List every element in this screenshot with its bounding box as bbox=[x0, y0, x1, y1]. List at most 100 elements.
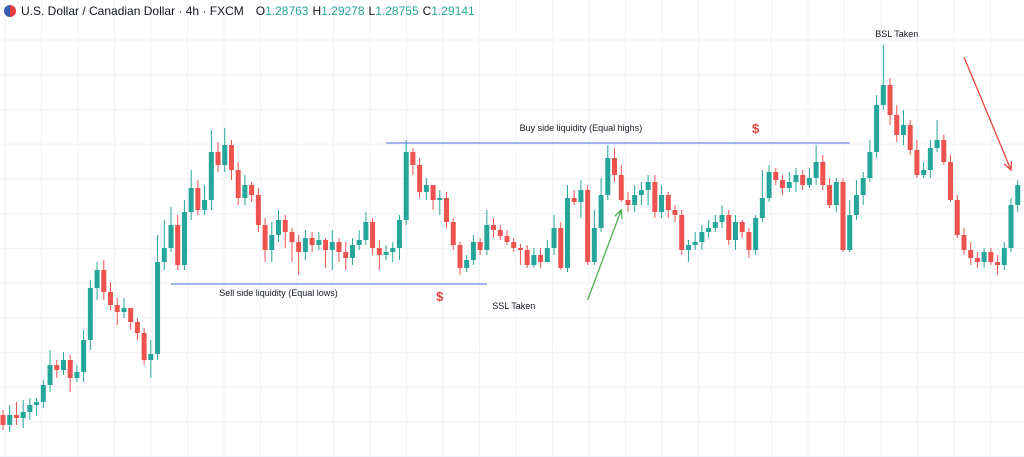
buy-side-liquidity-label: Buy side liquidity (Equal highs) bbox=[520, 123, 643, 133]
candle-body bbox=[645, 182, 651, 190]
candle-body bbox=[585, 190, 591, 262]
candle-body bbox=[551, 228, 557, 248]
open-value: 1.28763 bbox=[265, 4, 309, 18]
candle-body bbox=[612, 158, 618, 175]
candle-body bbox=[618, 175, 624, 200]
candle-body bbox=[652, 182, 658, 212]
candle-body bbox=[249, 185, 255, 195]
symbol-title[interactable]: U.S. Dollar / Canadian Dollar · 4h · FXC… bbox=[21, 4, 244, 18]
candle-body bbox=[988, 252, 994, 262]
candle-body bbox=[531, 255, 537, 265]
candle-body bbox=[511, 242, 517, 248]
candle-body bbox=[887, 85, 893, 115]
candle-body bbox=[672, 210, 678, 215]
candle-body bbox=[188, 188, 194, 212]
candle-body bbox=[598, 195, 604, 228]
candle-body bbox=[813, 162, 819, 178]
candle-body bbox=[726, 215, 732, 240]
candle-body bbox=[934, 140, 940, 148]
candle-body bbox=[40, 385, 46, 402]
candle-body bbox=[659, 195, 665, 212]
candle-body bbox=[544, 248, 550, 262]
candle-body bbox=[121, 308, 127, 312]
candle-body bbox=[538, 255, 544, 262]
candle-body bbox=[323, 240, 329, 250]
candle-body bbox=[148, 354, 154, 360]
candle-body bbox=[262, 225, 268, 250]
candle-body bbox=[806, 178, 812, 185]
candle-body bbox=[638, 190, 644, 195]
candle-body bbox=[719, 215, 725, 222]
candle-body bbox=[847, 215, 853, 250]
candle-body bbox=[880, 85, 886, 105]
candle-body bbox=[101, 270, 107, 292]
candle-body bbox=[47, 365, 53, 385]
candle-body bbox=[827, 185, 833, 205]
candle-body bbox=[81, 340, 87, 372]
candle-body bbox=[309, 238, 315, 245]
candle-body bbox=[874, 105, 880, 152]
candle-body bbox=[484, 225, 490, 250]
candle-body bbox=[981, 252, 987, 262]
candle-body bbox=[282, 220, 288, 232]
candle-body bbox=[242, 185, 248, 198]
candle-body bbox=[336, 242, 342, 252]
candle-body bbox=[786, 182, 792, 188]
candle-body bbox=[161, 248, 167, 262]
candle-body bbox=[195, 188, 201, 210]
candle-body bbox=[74, 372, 80, 378]
candle-body bbox=[302, 238, 308, 252]
green-arrow-icon-head bbox=[614, 208, 623, 220]
candle-body bbox=[632, 195, 638, 205]
candle-body bbox=[464, 260, 470, 268]
candle-body bbox=[800, 175, 806, 185]
candle-body bbox=[497, 230, 503, 236]
candle-body bbox=[927, 148, 933, 170]
candle-body bbox=[349, 245, 355, 258]
candle-body bbox=[222, 145, 228, 165]
candle-body bbox=[558, 228, 564, 268]
bsl-taken-label: BSL Taken bbox=[875, 29, 918, 39]
candle-body bbox=[753, 218, 759, 250]
candle-body bbox=[27, 405, 33, 412]
candle-body bbox=[995, 262, 1001, 265]
red-arrow-icon-head bbox=[1003, 160, 1013, 172]
candle-body bbox=[423, 185, 429, 192]
candle-body bbox=[87, 288, 93, 340]
ssl-taken-label: SSL Taken bbox=[492, 301, 535, 311]
low-label: L bbox=[368, 4, 376, 18]
candle-body bbox=[444, 198, 450, 222]
candle-body bbox=[269, 235, 275, 250]
candle-body bbox=[665, 195, 671, 210]
candle-body bbox=[94, 270, 100, 288]
candle-body bbox=[54, 365, 60, 370]
candle-body bbox=[343, 252, 349, 258]
candle-body bbox=[289, 232, 295, 242]
candle-body bbox=[941, 140, 947, 162]
candle-body bbox=[504, 236, 510, 242]
candle-body bbox=[1015, 185, 1021, 205]
candle-body bbox=[894, 115, 900, 135]
chart-header: U.S. Dollar / Canadian Dollar · 4h · FXC… bbox=[4, 3, 475, 19]
close-label: C bbox=[422, 4, 432, 18]
candle-body bbox=[954, 200, 960, 235]
candle-body bbox=[1008, 205, 1014, 248]
candle-body bbox=[134, 322, 140, 333]
usdcad-flag-icon bbox=[4, 5, 16, 17]
red-arrow-icon bbox=[963, 56, 1012, 171]
close-value: 1.29141 bbox=[431, 4, 475, 18]
candle-body bbox=[746, 232, 752, 250]
candle-body bbox=[235, 170, 241, 198]
candle-body bbox=[296, 242, 302, 252]
candle-body bbox=[417, 165, 423, 192]
candle-body bbox=[699, 232, 705, 242]
candle-body bbox=[0, 415, 6, 425]
candle-body bbox=[255, 195, 261, 225]
high-value: 1.29278 bbox=[321, 4, 365, 18]
candle-body bbox=[853, 195, 859, 215]
candle-body bbox=[961, 235, 967, 250]
candle-body bbox=[571, 198, 577, 202]
candle-body bbox=[793, 175, 799, 182]
candle-body bbox=[968, 250, 974, 258]
